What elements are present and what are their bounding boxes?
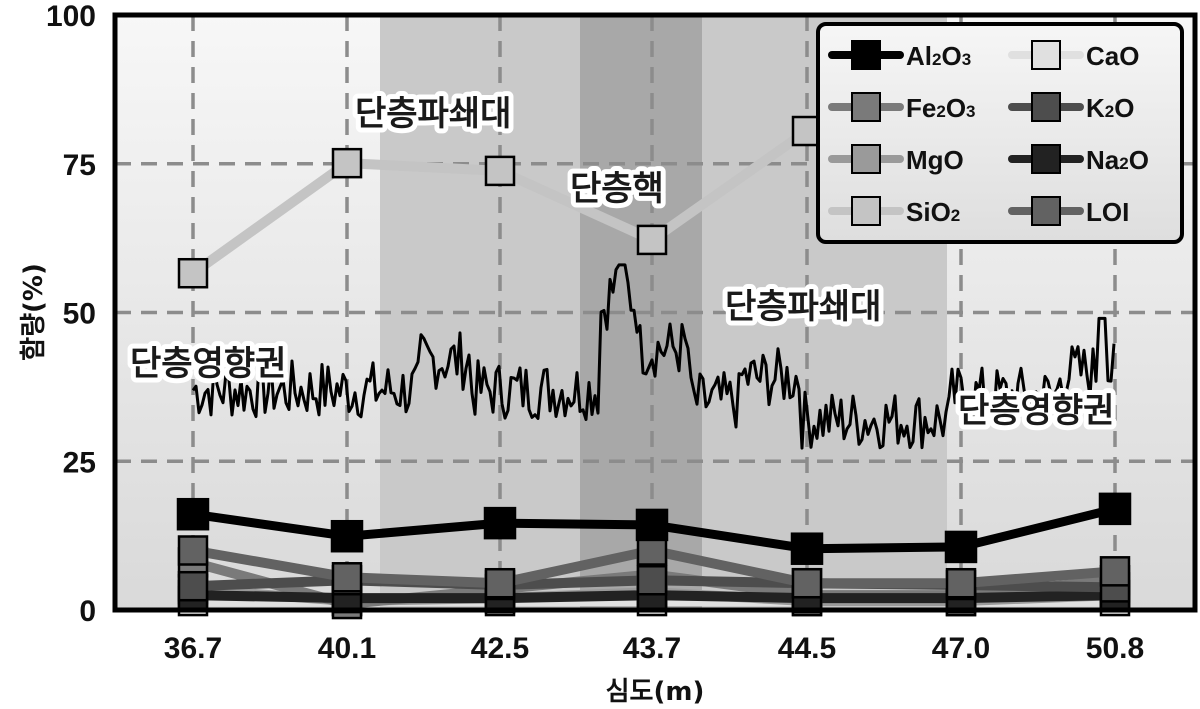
zone-label: 단층핵: [570, 169, 664, 209]
x-tick-label: 36.7: [164, 632, 222, 665]
x-tick-label: 47.0: [932, 632, 990, 665]
y-axis-title: 함량(%): [19, 263, 49, 361]
data-marker: [331, 562, 363, 593]
series-loi: [177, 535, 1131, 599]
legend-marker-icon: [851, 92, 881, 122]
legend-label: K2O: [1086, 93, 1134, 123]
legend-marker-icon: [851, 40, 881, 70]
data-marker: [1099, 556, 1131, 587]
zone-label: 단층파쇄대: [355, 94, 511, 134]
legend-item-k2o: K2O: [1008, 92, 1134, 123]
zone-label: 단층파쇄대: [725, 287, 881, 327]
legend-marker-icon: [1031, 40, 1061, 70]
series-sio2: [177, 115, 823, 289]
continuous-trace: [191, 263, 1116, 450]
data-marker: [790, 532, 824, 565]
data-marker: [177, 257, 209, 289]
data-marker: [330, 519, 364, 553]
y-tick-label: 75: [63, 149, 96, 182]
legend-marker-icon: [1031, 144, 1061, 174]
zone-label: 단층영향권: [130, 344, 286, 384]
y-tick-label: 25: [63, 446, 96, 479]
legend-item-cao: CaO: [1008, 40, 1139, 71]
data-marker: [1098, 492, 1132, 526]
x-axis-ticks: 36.7 40.1 42.5 43.7 44.5 47.0 50.8: [164, 632, 1144, 665]
legend-item-fe2o3: Fe2O3: [828, 92, 976, 123]
data-marker: [484, 567, 516, 599]
zone-label: 단층영향권: [958, 391, 1114, 431]
legend-item-al2o3: Al2O3: [828, 40, 971, 71]
series-lines: [176, 115, 1132, 620]
legend-label: MgO: [906, 145, 964, 175]
data-marker: [177, 570, 209, 602]
legend-label: Na2O: [1086, 145, 1149, 175]
trace-line: [191, 263, 1116, 450]
legend-marker-icon: [851, 196, 881, 226]
legend: Al2O3 CaO Fe2O3 K2O MgO Na2O SiO2 LOI: [816, 22, 1184, 244]
legend-marker-icon: [1031, 92, 1061, 122]
x-tick-label: 43.7: [623, 632, 681, 665]
x-tick-label: 44.5: [778, 632, 836, 665]
y-tick-label: 100: [46, 0, 96, 33]
data-marker: [636, 565, 668, 596]
x-tick-label: 40.1: [318, 632, 376, 665]
data-marker: [636, 535, 668, 566]
legend-box: [816, 22, 1184, 244]
plot-frame: [112, 12, 1198, 613]
data-marker: [331, 147, 363, 179]
legend-label: Al2O3: [906, 41, 971, 71]
legend-label: Fe2O3: [906, 93, 976, 123]
legend-item-sio2: SiO2: [828, 196, 960, 227]
x-axis-title: 심도(m): [606, 677, 705, 707]
data-marker: [483, 506, 517, 540]
legend-label: SiO2: [906, 197, 960, 227]
legend-item-loi: LOI: [1008, 196, 1129, 227]
data-marker: [635, 508, 669, 542]
legend-marker-icon: [1031, 196, 1061, 226]
data-marker: [636, 224, 668, 256]
data-marker: [945, 567, 977, 599]
legend-label: LOI: [1086, 197, 1129, 227]
y-tick-label: 50: [63, 298, 96, 331]
x-tick-label: 50.8: [1086, 632, 1144, 665]
data-marker: [944, 530, 978, 564]
data-marker: [177, 535, 209, 566]
data-marker: [791, 567, 823, 599]
legend-item-mgo: MgO: [828, 144, 964, 175]
y-tick-label: 0: [79, 595, 96, 628]
legend-item-na2o: Na2O: [1008, 144, 1149, 175]
x-tick-label: 42.5: [471, 632, 529, 665]
data-marker: [484, 155, 516, 187]
legend-label: CaO: [1086, 41, 1139, 71]
legend-marker-icon: [851, 144, 881, 174]
series-al2o3: [176, 492, 1132, 565]
data-marker: [176, 497, 210, 531]
y-axis-ticks: 0 25 50 75 100: [46, 0, 96, 628]
